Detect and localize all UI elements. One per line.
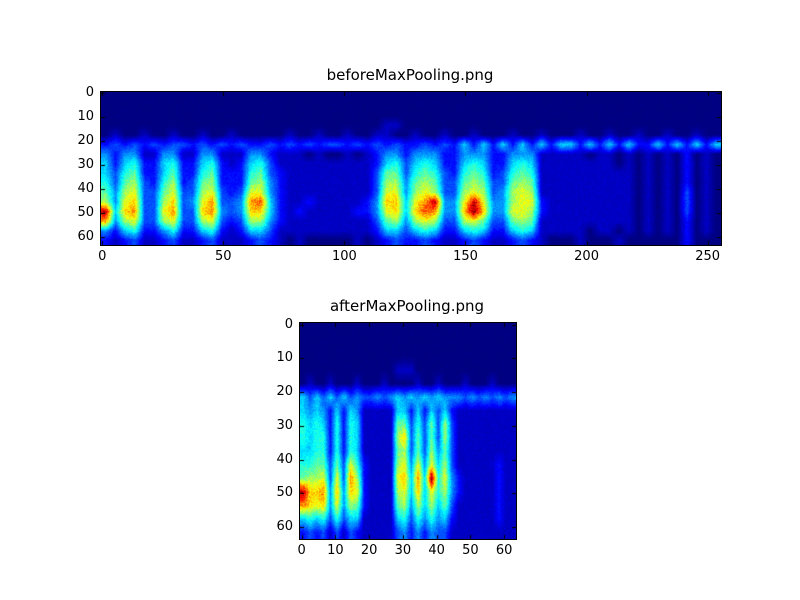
x-tick-label: 20 bbox=[360, 543, 378, 558]
y-tick-label: 30 bbox=[77, 156, 94, 172]
plot-title-before: beforeMaxPooling.png bbox=[326, 66, 494, 84]
y-tick-label: 50 bbox=[276, 485, 293, 501]
x-tick-label: 150 bbox=[453, 249, 478, 264]
x-tick-label: 200 bbox=[574, 249, 599, 264]
y-tick-label: 60 bbox=[276, 519, 293, 535]
y-tick-label: 0 bbox=[284, 316, 293, 332]
x-tick-label: 0 bbox=[98, 249, 107, 264]
y-tick-label: 30 bbox=[276, 417, 293, 433]
after-maxpooling-plot: afterMaxPooling.png 0 10 20 30 40 50 60 0 10 20 3… bbox=[276, 297, 517, 558]
x-tick-label: 50 bbox=[462, 543, 479, 558]
plot-title-after: afterMaxPooling.png bbox=[329, 297, 485, 315]
heatmap-image-after bbox=[299, 322, 517, 540]
y-tick-label: 60 bbox=[77, 228, 94, 244]
x-tick-label: 30 bbox=[394, 543, 412, 558]
x-tick-label: 0 bbox=[297, 543, 306, 558]
y-tick-label: 0 bbox=[85, 85, 94, 101]
heatmap-image-before bbox=[100, 91, 722, 246]
x-tick-label: 10 bbox=[327, 543, 344, 558]
x-tick-label: 250 bbox=[695, 249, 721, 264]
x-tick-label: 40 bbox=[428, 543, 445, 558]
before-maxpooling-plot: beforeMaxPooling.png 0 50 100 150 200 250 0 10… bbox=[77, 66, 722, 264]
y-tick-label: 50 bbox=[77, 204, 94, 220]
x-tick-label: 60 bbox=[495, 543, 513, 558]
y-tick-label: 40 bbox=[276, 451, 293, 467]
y-tick-label: 20 bbox=[276, 384, 293, 400]
x-tick-label: 50 bbox=[215, 249, 232, 264]
y-tick-label: 40 bbox=[77, 180, 94, 196]
y-tick-label: 10 bbox=[77, 109, 94, 125]
x-tick-label: 100 bbox=[331, 249, 357, 264]
y-tick-label: 10 bbox=[276, 350, 293, 366]
y-tick-label: 20 bbox=[77, 133, 94, 148]
